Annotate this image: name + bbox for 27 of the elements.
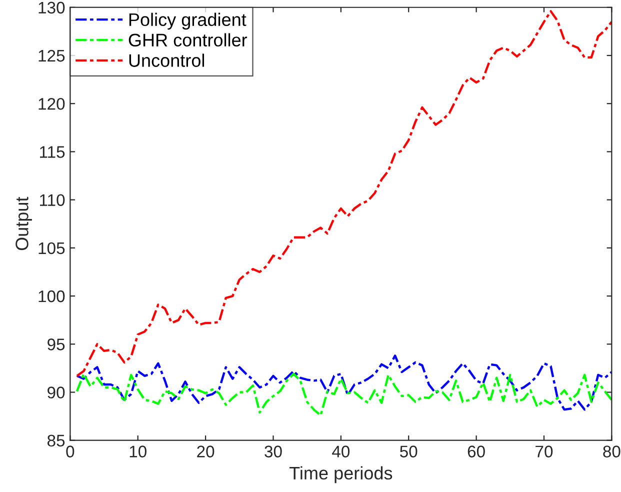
y-tick-label: 130 <box>38 2 65 14</box>
y-tick-label: 110 <box>40 194 65 206</box>
x-axis-title: Time periods <box>290 466 392 484</box>
line-series <box>76 372 612 416</box>
legend-label: Uncontrol <box>129 54 204 67</box>
y-tick-label: 100 <box>38 290 65 302</box>
y-tick-label: 95 <box>48 338 65 350</box>
y-tick-label: 90 <box>48 386 65 398</box>
line-series <box>76 354 612 411</box>
y-tick-label: 120 <box>38 98 65 110</box>
y-tick-label: 85 <box>48 434 65 447</box>
line-series <box>76 10 612 377</box>
y-tick-label: 105 <box>38 242 65 254</box>
x-tick-label: 80 <box>603 446 620 458</box>
x-tick-label: 70 <box>536 446 553 458</box>
x-tick-label: 10 <box>130 446 146 458</box>
y-tick-label: 125 <box>38 50 65 62</box>
y-tick-label: 115 <box>40 146 65 158</box>
legend-label: Policy gradient <box>129 12 246 30</box>
x-tick-label: 20 <box>197 446 214 458</box>
y-axis-title: Output <box>16 196 32 250</box>
x-tick-label: 40 <box>332 446 350 458</box>
x-tick-label: 50 <box>400 446 418 458</box>
x-tick-label: 60 <box>468 446 485 458</box>
x-tick-label: 30 <box>264 446 282 458</box>
x-tick-label: 0 <box>66 446 74 458</box>
legend-label: GHR controller <box>128 33 248 46</box>
